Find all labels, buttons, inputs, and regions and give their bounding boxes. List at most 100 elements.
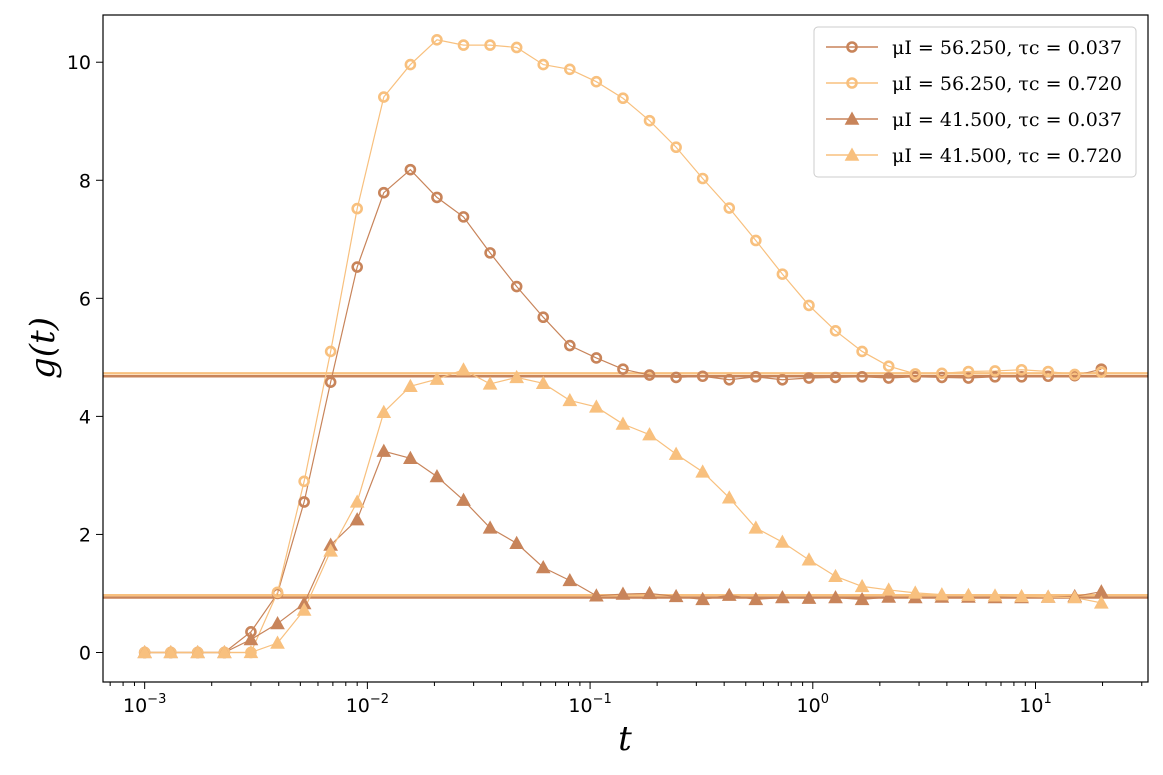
data-point (510, 41, 523, 54)
legend-entry-3: μI = 41.500, τc = 0.037 (826, 109, 1122, 131)
legend-label: μI = 41.500, τc = 0.720 (892, 145, 1122, 167)
data-point (643, 369, 656, 381)
data-point (775, 590, 790, 604)
data-point (298, 475, 310, 488)
data-point (271, 586, 284, 599)
data-point (642, 427, 657, 441)
data-point (748, 520, 764, 534)
legend-marker (844, 111, 860, 125)
data-point (456, 362, 471, 376)
data-point (829, 324, 842, 337)
legend-entry-1: μI = 56.250, τc = 0.037 (826, 37, 1122, 59)
data-point (936, 367, 948, 380)
data-point (989, 371, 1001, 383)
data-point (1095, 366, 1108, 378)
data-point (590, 75, 603, 88)
data-point (377, 91, 390, 103)
y-tick-label: 2 (79, 524, 91, 546)
data-point (668, 588, 684, 603)
data-point (429, 371, 445, 385)
data-point (881, 589, 897, 603)
data-point (404, 163, 417, 176)
data-point (537, 311, 550, 324)
data-point (750, 371, 762, 383)
data-point (1015, 371, 1028, 383)
y-tick-label: 4 (79, 406, 91, 428)
data-point (776, 373, 789, 386)
data-point (696, 172, 709, 185)
data-point (482, 520, 498, 534)
data-point (590, 352, 603, 364)
data-point (881, 582, 897, 596)
legend-label: μI = 56.250, τc = 0.720 (892, 73, 1122, 95)
legend-marker (846, 41, 858, 53)
data-point (376, 443, 392, 457)
legend-label: μI = 56.250, τc = 0.037 (892, 37, 1122, 59)
x-axis-ticks: 10−3 10−2 10−1 100 101 (109, 682, 1143, 717)
data-point (324, 376, 337, 388)
data-point (137, 644, 153, 659)
data-point (270, 635, 285, 649)
data-point (617, 92, 629, 105)
data-point (642, 585, 657, 600)
data-point (217, 644, 232, 659)
data-point (535, 375, 551, 390)
data-point (615, 416, 631, 430)
data-point (882, 360, 895, 373)
data-point (775, 534, 790, 548)
baseline-lines (103, 372, 1148, 599)
data-point (484, 39, 496, 51)
data-point (907, 585, 923, 599)
data-point (537, 58, 550, 71)
y-axis-ticks: 0 2 4 6 8 10 (67, 52, 103, 664)
data-point (1014, 588, 1029, 603)
series-markers (137, 33, 1109, 659)
legend: μI = 56.250, τc = 0.037 μI = 56.250, τc =… (813, 26, 1137, 178)
legend-label: μI = 41.500, τc = 0.037 (892, 109, 1122, 131)
data-point (298, 496, 310, 508)
legend-marker (844, 147, 860, 161)
data-point (457, 39, 470, 51)
data-point (1093, 584, 1109, 598)
y-axis-label: g(t) (23, 317, 63, 379)
data-point (695, 591, 711, 606)
x-tick-label: 10−3 (123, 692, 166, 717)
data-point (1042, 370, 1054, 383)
data-point (961, 587, 976, 601)
data-point (403, 378, 418, 392)
x-axis-label: t (618, 719, 632, 759)
data-point (987, 588, 1003, 602)
data-point (668, 446, 684, 460)
series-3-markers (137, 443, 1109, 659)
data-point (482, 376, 498, 390)
data-point (535, 559, 551, 574)
data-point (723, 202, 736, 214)
data-point (457, 211, 470, 223)
legend-entry-4: μI = 41.500, τc = 0.720 (826, 145, 1122, 167)
data-point (509, 535, 525, 549)
y-tick-label: 6 (79, 288, 91, 310)
data-point (615, 586, 631, 600)
legend-box (813, 26, 1137, 178)
data-point (190, 644, 206, 659)
data-point (854, 578, 870, 593)
x-tick-label: 10−1 (568, 692, 611, 717)
data-point (801, 552, 817, 566)
data-point (1015, 363, 1028, 376)
data-point (748, 591, 764, 606)
data-point (429, 469, 445, 483)
data-point (1093, 595, 1109, 609)
data-point (564, 339, 576, 352)
y-tick-label: 0 (79, 642, 91, 664)
x-tick-label: 101 (1019, 692, 1051, 717)
data-point (856, 345, 868, 358)
data-point (296, 602, 312, 616)
data-point (696, 370, 709, 383)
plot-frame (102, 14, 1149, 683)
data-point (721, 587, 737, 601)
data-point (1040, 589, 1056, 603)
data-point (962, 372, 975, 384)
data-point (509, 369, 525, 384)
y-tick-label: 10 (67, 52, 91, 74)
data-point (562, 572, 578, 587)
